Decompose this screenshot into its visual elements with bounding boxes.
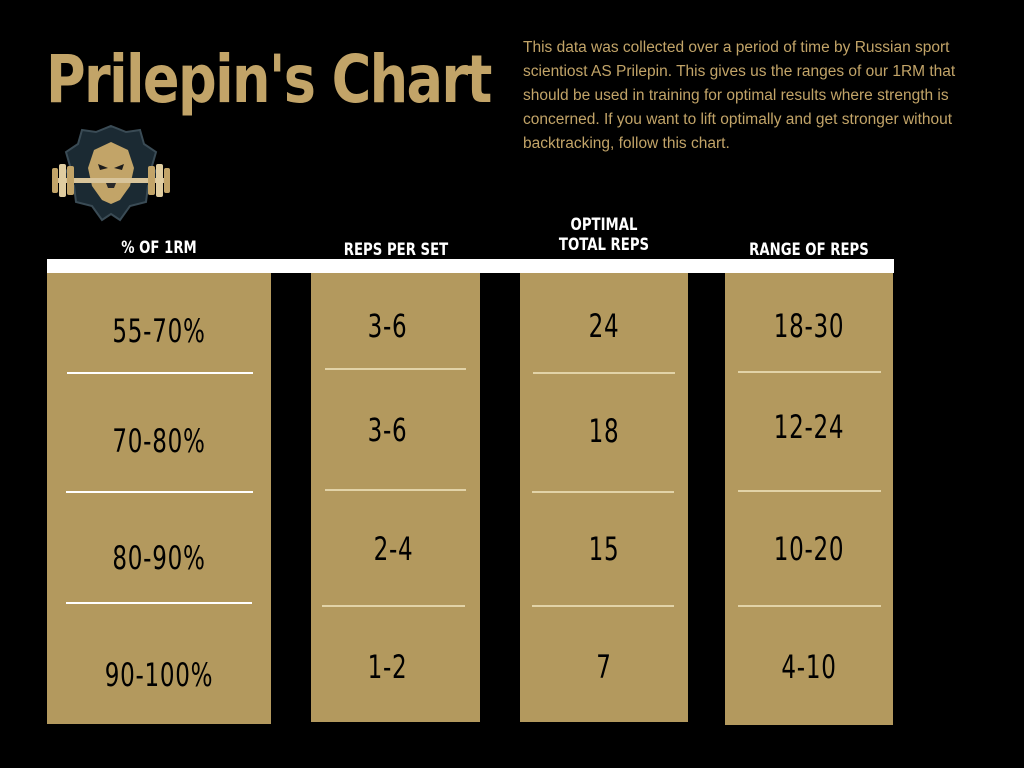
column-1rm: 55-70% 70-80% 80-90% 90-100% [47, 273, 271, 724]
column-header-reps-per-set: REPS PER SET [343, 240, 449, 260]
cell-reps-4: 1-2 [367, 648, 408, 686]
cell-1rm-2: 70-80% [112, 422, 206, 460]
cell-optimal-3: 15 [588, 530, 620, 568]
cell-optimal-2: 18 [588, 412, 620, 450]
cell-optimal-4: 7 [596, 648, 612, 686]
cell-optimal-1: 24 [588, 307, 620, 345]
cell-1rm-4: 90-100% [104, 656, 214, 694]
cell-range-4: 4-10 [781, 648, 837, 686]
divider [66, 491, 253, 493]
column-header-optimal-total-reps: OPTIMAL TOTAL REPS [526, 215, 682, 255]
divider [533, 372, 675, 374]
divider [738, 605, 881, 607]
divider [532, 605, 674, 607]
divider [66, 602, 252, 604]
cell-1rm-1: 55-70% [112, 312, 206, 350]
divider [322, 605, 465, 607]
divider [738, 371, 881, 373]
optimal-total-reps-label: OPTIMAL TOTAL REPS [558, 215, 650, 255]
divider [325, 489, 466, 491]
divider [532, 491, 674, 493]
divider [67, 372, 253, 374]
cell-range-2: 12-24 [773, 408, 845, 446]
cell-range-1: 18-30 [773, 307, 845, 345]
cell-reps-3: 2-4 [373, 530, 414, 568]
cell-reps-1: 3-6 [367, 307, 408, 345]
column-reps-per-set: 3-6 3-6 2-4 1-2 [311, 273, 480, 722]
column-header-1rm: % OF 1RM [121, 238, 197, 258]
cell-1rm-3: 80-90% [112, 539, 206, 577]
divider [325, 368, 466, 370]
page-title: Prilepin's Chart [46, 41, 492, 118]
divider [738, 490, 881, 492]
header-bar [47, 259, 894, 273]
column-header-range-of-reps: RANGE OF REPS [749, 240, 869, 260]
column-range-of-reps: 18-30 12-24 10-20 4-10 [725, 273, 893, 725]
lion-barbell-logo-icon [52, 124, 170, 222]
cell-range-3: 10-20 [773, 530, 845, 568]
description-text: This data was collected over a period of… [523, 39, 956, 152]
column-optimal-total-reps: 24 18 15 7 [520, 273, 688, 722]
cell-reps-2: 3-6 [367, 411, 408, 449]
